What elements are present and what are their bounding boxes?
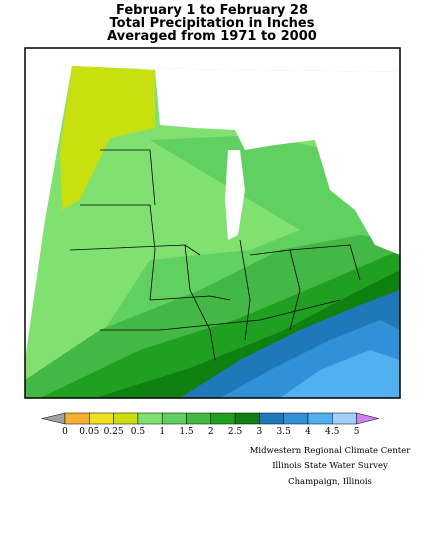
canada [120,68,400,255]
title-line: February 1 to February 28 [116,3,308,18]
legend-label: 0.25 [104,427,124,437]
legend-swatch [234,412,260,425]
legend-under [41,412,66,425]
legend-label: 0.05 [79,427,99,437]
legend-label: 3.5 [277,427,292,437]
legend-swatch [64,412,90,425]
legend-label: 0.5 [131,427,146,437]
legend-label: 4 [305,427,311,437]
legend-label: 2 [208,427,214,437]
legend-swatch [89,412,114,425]
legend-label: 3 [257,427,263,437]
legend-swatch [307,412,333,425]
credit: Midwestern Regional Climate Center [250,446,412,456]
legend-label: 1 [159,427,165,437]
legend-label: 4.5 [325,427,340,437]
map [25,48,400,398]
state-lines [69,149,361,361]
legend-swatch [186,412,212,425]
legend: 0 0.05 0.25 0.5 1 1.5 2 2.5 3 3.5 4 4.5 5 [41,412,379,437]
legend-label: 1.5 [179,427,194,437]
region-blue3 [280,350,400,398]
legend-swatch [137,412,163,425]
legend-label: 2.5 [228,427,243,437]
credit: Champaign, Illinois [288,477,372,487]
title-line: Total Precipitation in Inches [110,16,315,31]
region-dry [60,66,155,210]
map-frame [24,47,401,399]
legend-swatch [113,412,139,425]
legend-swatch [332,412,357,425]
legend-swatch [283,412,309,425]
credit: Illinois State Water Survey [272,461,388,471]
legend-swatch [161,412,187,425]
legend-label: 5 [354,427,360,437]
legend-over [356,412,379,425]
title-line: Averaged from 1971 to 2000 [107,29,317,44]
legend-swatch [259,412,284,425]
lake-michigan [225,150,245,240]
legend-swatch [210,412,236,425]
legend-label: 0 [62,427,68,437]
